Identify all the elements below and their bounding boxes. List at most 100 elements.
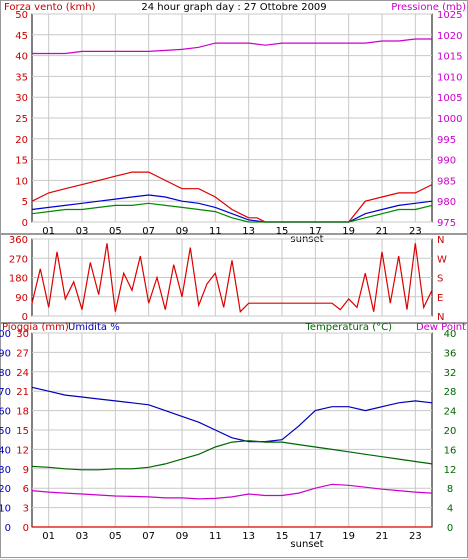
- temp-x-tick: 09: [176, 531, 189, 542]
- humidity-tick: 10: [0, 504, 11, 515]
- rain-tick: 27: [16, 348, 29, 359]
- wind-x-tick: 11: [209, 226, 222, 237]
- pressure-right-axis-label: Pressione (mb): [391, 2, 466, 13]
- temp-right-tick: 0: [447, 523, 453, 534]
- wind-left-tick: 20: [15, 135, 28, 146]
- rain-tick: 12: [16, 445, 29, 456]
- pressure-right-tick: 985: [437, 176, 456, 187]
- rain-tick: 30: [16, 329, 29, 340]
- pressure-right-tick: 1000: [437, 114, 462, 125]
- humidity-tick: 0: [5, 523, 11, 534]
- wind-x-tick: 01: [42, 226, 55, 237]
- temp-x-tick: 11: [209, 531, 222, 542]
- wind-x-tick: 21: [376, 226, 389, 237]
- pressure-right-tick: 1020: [437, 31, 462, 42]
- pressure-right-tick: 975: [437, 218, 456, 229]
- wind-left-axis-label: Forza vento (kmh): [4, 2, 96, 13]
- wind-series-line-2: [31, 194, 433, 223]
- pressure-right-tick: 990: [437, 156, 456, 167]
- wind-left-tick: 45: [15, 31, 28, 42]
- temp-right-tick: 28: [444, 387, 457, 398]
- wind-left-tick: 25: [15, 114, 28, 125]
- wind-x-tick: 13: [242, 226, 255, 237]
- temp-axis-label: Temperatura (°C): [304, 322, 392, 333]
- direction-left-tick: 180: [9, 274, 28, 285]
- wind-x-tick: 19: [342, 226, 355, 237]
- wind-x-tick: 05: [109, 226, 122, 237]
- temp-right-tick: 8: [447, 484, 453, 495]
- pressure-right-tick: 1025: [437, 10, 462, 21]
- humidity-tick: 60: [0, 407, 11, 418]
- temp-series-line-1: [31, 440, 433, 471]
- temp-sunset-label: sunset: [290, 539, 323, 550]
- rain-axis-label: Pioggia (mm): [2, 322, 69, 333]
- temp-right-tick: 4: [447, 504, 453, 515]
- temp-x-tick: 01: [42, 531, 55, 542]
- temp-right-tick: 12: [444, 465, 457, 476]
- temp-right-tick: 40: [444, 329, 457, 340]
- wind-left-tick: 0: [22, 218, 28, 229]
- temp-x-tick: 15: [276, 531, 289, 542]
- rain-tick: 6: [23, 484, 29, 495]
- temp-right-tick: 24: [444, 407, 457, 418]
- wind-series-line-1: [31, 171, 433, 223]
- wind-left-tick: 5: [22, 197, 28, 208]
- pressure-right-tick: 980: [437, 197, 456, 208]
- chart-title: 24 hour graph day : 27 Ottobre 2009: [141, 2, 326, 13]
- direction-left-tick: 90: [15, 293, 28, 304]
- humidity-tick: 20: [0, 484, 11, 495]
- temp-series-line-0: [31, 386, 433, 443]
- dewpoint-axis-label: Dew Point: [416, 322, 466, 333]
- wind-left-tick: 35: [15, 72, 28, 83]
- humidity-tick: 100: [0, 329, 11, 340]
- wind-x-tick: 23: [409, 226, 422, 237]
- wind-left-tick: 10: [15, 176, 28, 187]
- direction-left-tick: 360: [9, 235, 28, 246]
- wind-x-tick: 07: [142, 226, 155, 237]
- pressure-right-tick: 995: [437, 135, 456, 146]
- direction-series-line-0: [31, 243, 433, 313]
- wind-x-tick: 17: [309, 226, 322, 237]
- temp-right-tick: 20: [444, 426, 457, 437]
- pressure-right-tick: 1010: [437, 72, 462, 83]
- direction-right-tick: N: [437, 235, 444, 246]
- direction-left-tick: 0: [22, 312, 28, 323]
- humidity-tick: 80: [0, 368, 11, 379]
- wind-x-tick: 09: [176, 226, 189, 237]
- wind-left-tick: 40: [15, 52, 28, 63]
- temp-x-tick: 03: [76, 531, 89, 542]
- wind-left-tick: 15: [15, 156, 28, 167]
- rain-tick: 3: [23, 504, 29, 515]
- temp-x-tick: 23: [409, 531, 422, 542]
- temp-right-tick: 16: [444, 445, 457, 456]
- humidity-axis-label: Umidita %: [68, 322, 120, 333]
- temp-right-tick: 32: [444, 368, 457, 379]
- temp-x-tick: 21: [376, 531, 389, 542]
- direction-right-tick: N: [437, 312, 444, 323]
- rain-tick: 24: [16, 368, 29, 379]
- rain-tick: 21: [16, 387, 29, 398]
- temp-x-tick: 19: [342, 531, 355, 542]
- humidity-tick: 70: [0, 387, 11, 398]
- temp-x-tick: 13: [242, 531, 255, 542]
- wind-left-tick: 30: [15, 93, 28, 104]
- wind-series-line-0: [32, 38, 432, 55]
- direction-right-tick: E: [437, 293, 443, 304]
- direction-right-tick: S: [437, 274, 443, 285]
- pressure-right-tick: 1005: [437, 93, 462, 104]
- rain-tick: 0: [23, 523, 29, 534]
- wind-x-tick: 03: [76, 226, 89, 237]
- humidity-tick: 90: [0, 348, 11, 359]
- wind-left-tick: 50: [15, 10, 28, 21]
- temp-x-tick: 17: [309, 531, 322, 542]
- wind-series-line-3: [31, 202, 433, 223]
- rain-tick: 18: [16, 407, 29, 418]
- humidity-tick: 30: [0, 465, 11, 476]
- pressure-right-tick: 1015: [437, 52, 462, 63]
- rain-tick: 15: [16, 426, 29, 437]
- humidity-tick: 40: [0, 445, 11, 456]
- rain-tick: 9: [23, 465, 29, 476]
- humidity-tick: 50: [0, 426, 11, 437]
